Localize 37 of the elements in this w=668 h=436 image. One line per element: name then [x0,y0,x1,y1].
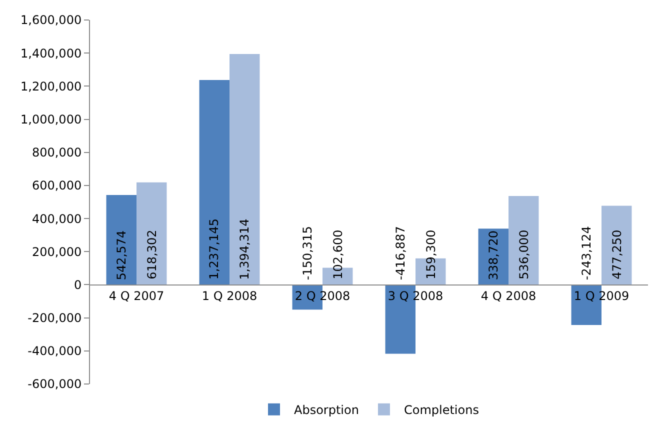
bar [385,284,416,354]
data-label: 102,600 [330,230,345,280]
data-label: -243,124 [580,226,594,280]
bar [106,194,136,285]
bar [136,182,167,285]
y-tick-label: 0 [74,278,82,292]
y-tick-label: 200,000 [32,244,82,259]
bar [199,80,230,285]
bar [508,196,539,285]
data-label: 159,300 [424,230,438,280]
y-tick-label: -200,000 [28,311,82,326]
data-label: 1,394,314 [237,218,252,280]
data-label: 1,237,145 [207,218,222,280]
data-label: 536,000 [516,230,531,280]
y-tick-label: 1,400,000 [20,46,82,60]
x-tick-label: 4 Q 2007 [108,289,164,304]
y-tick-label: 600,000 [32,178,82,193]
y-tick-label: 1,600,000 [20,13,82,28]
bar [602,206,632,285]
legend-label: Completions [404,403,479,418]
data-label: -416,887 [394,226,408,280]
x-tick-label: 1 Q 2008 [202,289,258,304]
y-tick-label: 800,000 [32,146,82,160]
data-label: 338,720 [486,230,501,280]
y-tick-label: -600,000 [28,377,82,392]
data-label: -150,315 [300,226,315,280]
legend-label: Absorption [294,403,359,418]
y-tick-label: 1,000,000 [20,112,82,126]
bar [571,284,602,325]
y-tick-label: 1,200,000 [20,79,82,94]
x-tick-label: 4 Q 2008 [480,289,536,304]
data-label: 542,574 [114,230,129,280]
data-label: 477,250 [610,230,624,280]
y-tick-label: -400,000 [28,344,82,358]
bar [230,54,260,285]
y-tick-label: 400,000 [32,212,82,226]
data-label: 618,302 [144,230,159,280]
